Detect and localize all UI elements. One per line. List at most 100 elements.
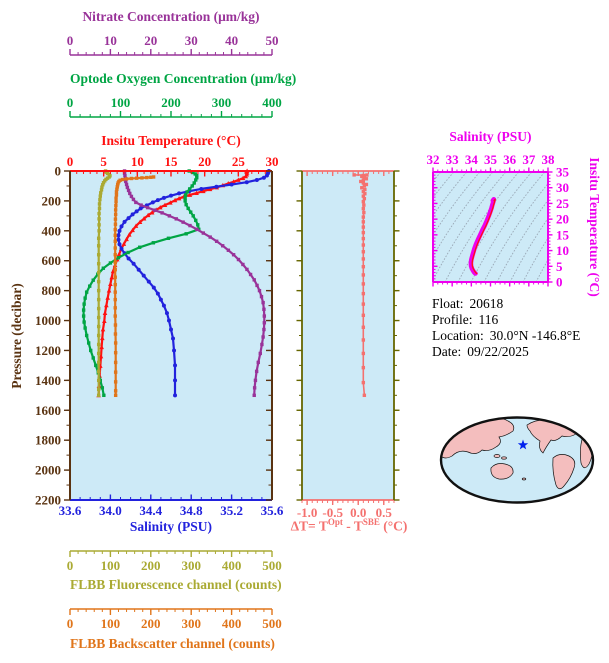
data-point-marker [96, 342, 101, 347]
data-point-marker [130, 227, 135, 233]
data-point-marker [361, 351, 366, 356]
data-point-marker [91, 356, 95, 360]
delta-t-label-sup-opt: Opt [327, 517, 343, 527]
data-point-marker [362, 203, 366, 207]
data-point-marker [183, 196, 187, 200]
backscatter-axis [69, 608, 273, 615]
data-point-marker [121, 241, 127, 246]
data-point-marker [113, 389, 118, 393]
data-point-marker [207, 186, 213, 192]
data-point-marker [252, 278, 256, 282]
data-point-marker [192, 181, 196, 185]
ts-left-axis [432, 171, 438, 283]
data-point-marker [96, 369, 101, 374]
delta-t-label-mid: - T [342, 518, 363, 534]
data-series-line [471, 198, 496, 275]
data-point-marker [262, 327, 266, 332]
data-point-marker [155, 291, 160, 296]
data-point-marker [364, 182, 369, 187]
data-point-marker [126, 188, 131, 193]
plot-background [302, 171, 394, 500]
data-point-marker [100, 386, 105, 390]
data-point-marker [123, 173, 127, 178]
data-point-marker [130, 212, 135, 217]
data-point-marker [113, 360, 118, 365]
data-point-marker [99, 188, 104, 192]
tick-label: 0 [55, 164, 62, 179]
data-point-marker [186, 206, 190, 211]
data-point-marker [113, 212, 118, 217]
data-point-marker [177, 191, 182, 196]
tick-label: 2000 [35, 463, 61, 478]
fluorescence-axis [69, 550, 273, 557]
data-point-marker [361, 199, 366, 204]
data-point-marker [100, 185, 104, 189]
data-point-marker [187, 192, 193, 197]
density-contour-line [522, 237, 548, 282]
data-point-marker [214, 184, 219, 189]
data-point-marker [361, 189, 366, 194]
data-point-marker [96, 253, 101, 257]
data-point-marker [113, 233, 117, 238]
tick-label: 35.6 [261, 503, 284, 518]
data-point-marker [181, 220, 185, 224]
data-point-marker [194, 178, 198, 182]
data-point-marker [115, 185, 119, 189]
data-point-marker [261, 335, 265, 339]
data-point-marker [183, 199, 187, 203]
density-contour-line [535, 259, 548, 282]
data-point-marker [124, 177, 129, 181]
tick-label: 2200 [35, 493, 61, 508]
tick-label: 34.0 [99, 503, 122, 518]
data-point-marker [363, 187, 367, 192]
data-point-marker [97, 217, 101, 221]
tick-label: 0.0 [350, 505, 366, 520]
main-profile-plot [70, 168, 272, 500]
data-point-marker [172, 197, 178, 203]
data-point-marker [113, 222, 118, 226]
data-point-marker [102, 318, 107, 324]
data-point-marker [361, 225, 366, 229]
data-point-marker [96, 288, 101, 293]
data-point-marker [126, 256, 131, 261]
data-point-marker [145, 205, 150, 210]
tick-label: 20 [198, 154, 211, 169]
tick-label: 100 [111, 95, 131, 110]
data-point-marker [134, 209, 139, 214]
delta-t-label-prefix: ΔT= T [290, 518, 328, 534]
ts-salinity-axis-title: Salinity (PSU) [449, 129, 532, 144]
data-point-marker [116, 256, 121, 260]
tick-label: 33 [446, 152, 460, 167]
oxygen-axis [69, 111, 273, 118]
data-point-marker [359, 179, 363, 184]
delta-t-axis-label: ΔT= TOpt - TSBE (°C) [283, 517, 415, 535]
tick-label: 38 [542, 152, 556, 167]
location-value: 30.0°N -146.8°E [489, 328, 581, 343]
data-point-marker [96, 360, 101, 365]
data-point-marker [149, 210, 155, 215]
data-point-marker [108, 281, 113, 286]
data-point-marker [101, 266, 106, 270]
data-point-marker [221, 244, 225, 248]
tick-label: 10 [131, 154, 144, 169]
data-point-marker [113, 306, 117, 310]
data-point-marker [96, 333, 101, 338]
data-point-marker [96, 236, 101, 240]
data-point-marker [96, 324, 101, 329]
data-point-marker [256, 360, 260, 365]
data-series-line [468, 197, 497, 276]
data-point-marker [168, 200, 173, 205]
data-point-marker [133, 223, 139, 228]
float-id-row: Float: 20618 [432, 296, 580, 312]
data-point-marker [96, 306, 101, 311]
salinity-axis-title: Salinity (PSU) [129, 519, 213, 534]
data-point-marker [187, 187, 192, 191]
data-point-marker [361, 206, 366, 211]
data-point-marker [184, 202, 188, 207]
temperature-axis [69, 170, 273, 177]
data-point-marker [97, 223, 101, 227]
data-point-marker [97, 202, 102, 206]
data-point-marker [173, 393, 178, 398]
data-point-marker [84, 333, 89, 338]
